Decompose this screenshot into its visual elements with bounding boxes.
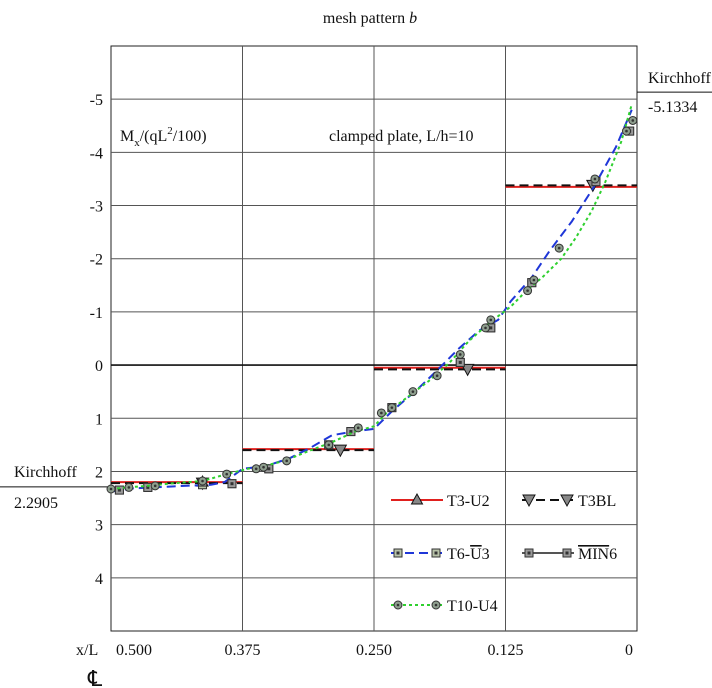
marker-circle-dot (434, 603, 438, 607)
marker-square-dot (434, 551, 438, 555)
marker-circle-dot (127, 486, 131, 489)
marker-circle-dot (327, 443, 331, 447)
y-tick-label: -5 (90, 92, 103, 109)
marker-circle-dot (201, 479, 204, 483)
marker-circle-dot (532, 278, 536, 282)
marker-square-gray-dot (146, 485, 150, 489)
series-line (110, 109, 633, 493)
marker-circle-dot (153, 484, 157, 488)
marker-circle-dot (593, 177, 597, 181)
marker-square-gray-dot (230, 482, 234, 486)
title-text: mesh pattern (323, 10, 409, 27)
y-tick-label: -1 (90, 305, 103, 322)
legend-label: T3BL (578, 493, 616, 510)
legend-label: T10-U4 (447, 598, 498, 615)
title-italic: b (409, 10, 417, 27)
legend-label-suffix: 3 (482, 546, 490, 563)
chart-title: mesh pattern b (323, 10, 417, 27)
legend-label: MIN6 (578, 546, 617, 563)
series-t10-u4 (106, 104, 638, 494)
legend-label-overbar: MIN (578, 546, 610, 563)
legend-item-t3bl: T3BL (522, 493, 616, 510)
y-tick-label: 2 (95, 464, 103, 481)
y-tick-label: 3 (95, 518, 103, 535)
legend-item-min6: MIN6 (522, 546, 617, 563)
marker-circle-dot (458, 353, 462, 356)
marker-circle-dot (557, 246, 561, 250)
legend-label-prefix: T6- (447, 546, 470, 563)
marker-square-gray-dot (527, 551, 531, 555)
text-layer: Kirchhoff 2.2905 Kirchhoff -5.1334 -5 -4 -3 -2 -… (14, 10, 711, 688)
marker-triangle-down (460, 363, 475, 377)
legend-item-t10-u4: T10-U4 (391, 598, 498, 615)
marker-triangle-down (522, 494, 536, 508)
marker-triangle-down (560, 494, 574, 508)
kirchhoff-left-label: Kirchhoff (14, 464, 77, 481)
y-label-m: M (120, 128, 134, 145)
x-tick-label: 0.250 (356, 642, 392, 659)
y-tick-label: -2 (90, 252, 103, 269)
marker-circle-dot (484, 326, 487, 330)
marker-circle-dot (380, 411, 383, 415)
marker-square-gray-dot (565, 551, 569, 555)
marker-circle-dot (390, 406, 394, 409)
annotation-text: clamped plate, L/h=10 (329, 128, 474, 145)
legend: T3-U2 T3BL T6-U3 MIN6 T10-U4 (391, 492, 617, 615)
marker-circle-dot (285, 459, 288, 463)
legend-item-t6-u3: T6-U3 (391, 546, 490, 563)
series-min6 (114, 126, 635, 495)
x-tick-label: 0 (625, 642, 633, 659)
y-label-end: /100) (173, 128, 207, 145)
legend-label-overbar: U (470, 546, 482, 563)
marker-circle-dot (225, 472, 229, 476)
marker-circle-dot (489, 318, 493, 322)
kirchhoff-right-label: Kirchhoff (648, 70, 711, 87)
marker-triangle-down (333, 444, 348, 458)
y-label-sup: 2 (167, 125, 173, 137)
x-tick-label: 0.375 (225, 642, 261, 659)
marker-triangle (410, 492, 424, 505)
y-tick-label: 0 (95, 358, 103, 375)
marker-square-gray-dot (117, 488, 121, 492)
y-tick-label: 1 (95, 411, 103, 428)
y-axis-label: Mx/(qL2/100) (120, 125, 207, 149)
kirchhoff-left-value: 2.2905 (14, 495, 58, 512)
y-tick-label: 4 (95, 571, 103, 588)
grid (0, 45, 712, 632)
legend-item-t3-u2: T3-U2 (391, 492, 490, 510)
marker-circle-dot (631, 119, 635, 122)
marker-circle-dot (435, 374, 439, 378)
marker-circle-dot (254, 467, 258, 471)
marker-circle-dot (356, 426, 360, 430)
marker-circle-dot (411, 390, 415, 393)
series-t6-u3 (110, 109, 635, 495)
x-axis-label: x/L (76, 642, 98, 659)
marker-circle-dot (262, 465, 265, 469)
marker-square-dot (396, 551, 400, 555)
marker-circle-dot (396, 603, 400, 607)
centerline-symbol: ℄ (87, 666, 103, 688)
marker-square-gray-dot (349, 430, 353, 434)
marker-square-gray-dot (267, 467, 271, 471)
legend-label-suffix: 6 (609, 546, 617, 563)
legend-label: T3-U2 (447, 493, 490, 510)
y-tick-label: -4 (90, 145, 103, 162)
y-label-mid: /(qL (140, 128, 168, 145)
series-line (110, 104, 633, 490)
legend-label: T6-U3 (447, 546, 490, 563)
marker-circle-dot (625, 129, 628, 133)
marker-square-gray-dot (458, 360, 462, 364)
y-tick-label: -3 (90, 199, 103, 216)
marker-circle-dot (526, 289, 529, 292)
x-tick-label: 0.125 (488, 642, 524, 659)
x-tick-label: 0.500 (116, 642, 152, 659)
kirchhoff-right-value: -5.1334 (648, 99, 697, 116)
marker-circle-dot (109, 487, 113, 491)
series-layer (106, 104, 638, 495)
marker-square-gray-dot (489, 326, 493, 330)
y-label-sub: x (134, 137, 140, 149)
